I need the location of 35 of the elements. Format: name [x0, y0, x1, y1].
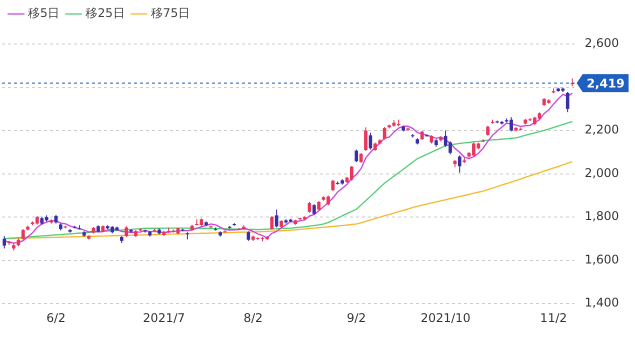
- legend-label: 移25日: [86, 6, 125, 20]
- y-tick-label: 1,400: [584, 296, 620, 310]
- candlestick: [317, 200, 321, 212]
- y-tick-label: 1,800: [584, 209, 620, 224]
- candlestick: [420, 130, 424, 141]
- legend-label: 移5日: [28, 6, 60, 20]
- x-tick-label: 2021/10: [420, 310, 470, 325]
- candlestick: [124, 226, 128, 238]
- candlestick: [331, 179, 335, 192]
- x-tick-label: 2021/7: [142, 310, 186, 325]
- candlestick: [270, 215, 274, 230]
- candlestick: [246, 230, 250, 242]
- candlestick: [382, 126, 386, 140]
- candlestick: [186, 232, 190, 240]
- candlestick: [21, 228, 25, 240]
- candlestick: [354, 149, 358, 163]
- x-tick-label: 6/2: [46, 310, 66, 325]
- x-tick-label: 11/2: [540, 310, 567, 325]
- candlestick: [2, 236, 6, 249]
- y-tick-label: 2,600: [584, 36, 620, 50]
- ref-line-label: 2,419: [586, 76, 625, 90]
- candlestick: [458, 154, 462, 174]
- candlestick: [308, 201, 312, 214]
- candlestick: [359, 152, 363, 164]
- y-tick-label: 1,600: [584, 252, 620, 266]
- candlestick: [486, 125, 490, 136]
- x-tick-label: 9/2: [346, 310, 366, 325]
- x-tick-label: 8/2: [243, 310, 263, 325]
- y-tick-label: 2,000: [584, 166, 620, 180]
- candlestick: [274, 208, 278, 228]
- y-tick-label: 2,200: [584, 122, 620, 137]
- candlestick: [364, 126, 368, 152]
- legend-label: 移75日: [150, 6, 190, 20]
- candlestick: [566, 92, 570, 113]
- candlestick: [312, 204, 316, 216]
